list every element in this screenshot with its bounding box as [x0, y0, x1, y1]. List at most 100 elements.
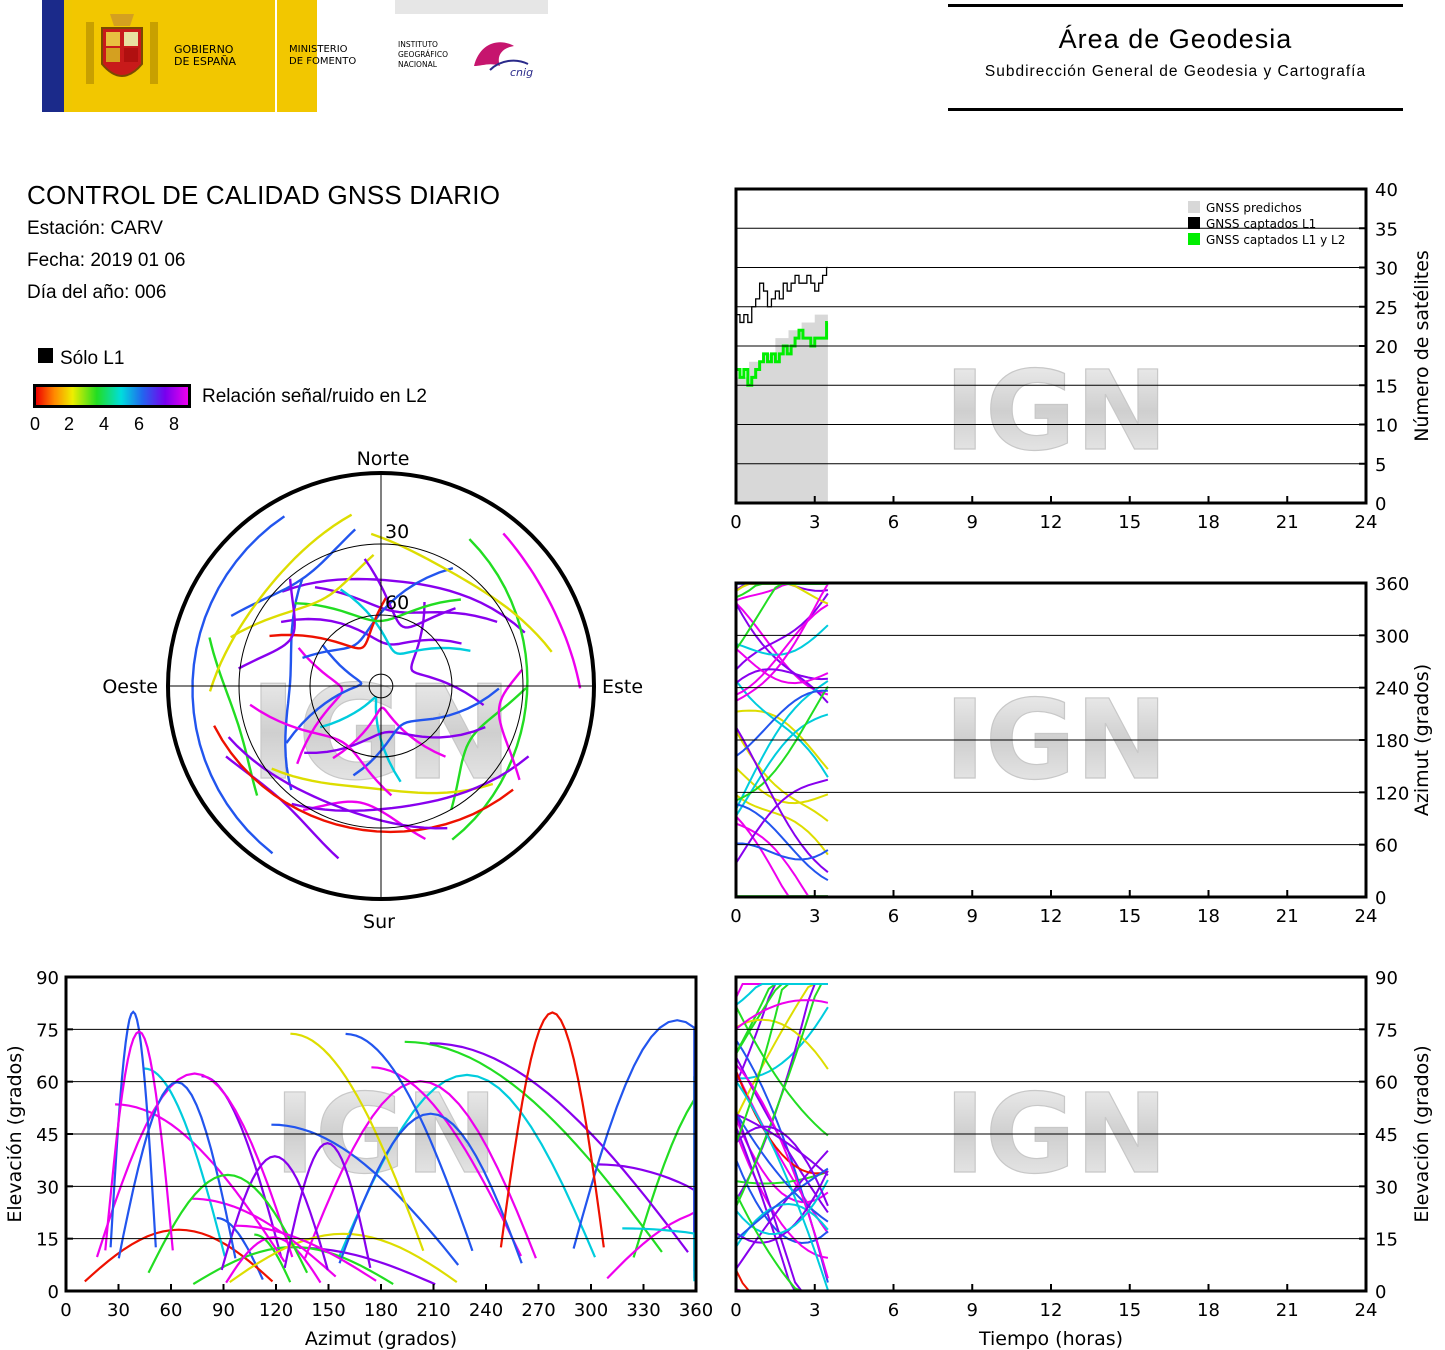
- elev-az-track: [622, 1227, 696, 1282]
- satellite_count-ytick-label: 10: [1375, 416, 1398, 437]
- skyplot-track: [249, 703, 393, 797]
- ign-line3: NACIONAL: [398, 60, 437, 69]
- elevation_azimuth-xtick-label: 60: [160, 1300, 183, 1321]
- elev-az-track: [499, 1011, 605, 1248]
- elev-time-track: [735, 983, 828, 1208]
- azimuth-track: [735, 582, 829, 605]
- azimuth-track: [735, 583, 829, 702]
- satellite_count-ytick-label: 15: [1375, 376, 1398, 397]
- elev-time-track: [735, 1080, 829, 1291]
- azimuth_time-xtick-label: 0: [730, 906, 741, 927]
- skyplot-track: [238, 578, 296, 670]
- skyplot-track: [280, 617, 462, 646]
- satellite_count-ylabel: Número de satélites: [1411, 250, 1433, 442]
- skyplot-track: [269, 597, 388, 650]
- elev-az-track: [271, 1123, 460, 1266]
- satellite_count-xtick-label: 21: [1276, 512, 1299, 533]
- station-label: Estación: CARV: [27, 218, 163, 239]
- azimuth_time-xtick-label: 9: [967, 906, 978, 927]
- elevation_time-ytick-label: 75: [1375, 1020, 1398, 1041]
- gov-line2: DE ESPAÑA: [174, 55, 237, 68]
- elevation_azimuth-xtick-label: 180: [364, 1300, 398, 1321]
- skyplot-track: [227, 736, 448, 830]
- azimuth_time-xtick-label: 6: [888, 906, 899, 927]
- azimuth-track: [735, 592, 829, 671]
- elevation_time-ytick-label: 60: [1375, 1073, 1398, 1094]
- azimuth_time-ytick-label: 360: [1375, 574, 1409, 595]
- satellite_count-xtick-label: 6: [888, 512, 899, 533]
- azimuth-track: [735, 582, 828, 651]
- azimuth_time-ytick-label: 0: [1375, 888, 1386, 909]
- legend-swatch: [1188, 201, 1200, 213]
- elevation_azimuth-ytick-label: 30: [36, 1177, 59, 1198]
- elevation_time-xtick-label: 6: [888, 1300, 899, 1321]
- elev-time-track: [735, 1112, 829, 1223]
- area-subtitle: Subdirección General de Geodesia y Carto…: [984, 63, 1367, 80]
- azimuth-track: [735, 647, 829, 685]
- satellite_count-xtick-label: 18: [1197, 512, 1220, 533]
- elevation_azimuth-xtick-label: 270: [521, 1300, 555, 1321]
- snr-tick-4: 4: [99, 414, 110, 434]
- elevation_azimuth-ytick-label: 45: [36, 1125, 59, 1146]
- header-top-rule: [948, 4, 1403, 7]
- elev-az-track: [220, 1155, 329, 1271]
- elev-az-track: [225, 1236, 322, 1284]
- elev-az-track: [345, 1032, 474, 1252]
- elevation_time-ytick-label: 15: [1375, 1230, 1398, 1251]
- legend-label: GNSS predichos: [1206, 201, 1302, 215]
- azimuth-track: [735, 778, 829, 864]
- azimuth-track: [736, 842, 829, 861]
- azimuth_time-ytick-label: 300: [1375, 626, 1409, 647]
- azimuth-track: [735, 679, 829, 778]
- elevation_time-xtick-label: 0: [730, 1300, 741, 1321]
- captured-l1-line: [736, 266, 828, 324]
- south-label: Sur: [363, 911, 395, 933]
- elev-az-track: [229, 1232, 458, 1284]
- elev-az-track: [117, 1081, 237, 1259]
- elev-time-track: [735, 1170, 829, 1244]
- north-label: Norte: [357, 448, 410, 470]
- skyplot-track: [281, 577, 526, 634]
- azimuth_time-ytick-label: 180: [1375, 731, 1409, 752]
- skyplot-track: [302, 566, 454, 660]
- skyplot-track: [208, 513, 353, 692]
- elevation_azimuth-ytick-label: 90: [36, 968, 59, 989]
- skyplot-track: [230, 554, 375, 639]
- eu-stars-icon: [64, 0, 72, 112]
- elev-az-track: [234, 1224, 377, 1282]
- azimuth_time-ytick-label: 120: [1375, 783, 1409, 804]
- snr-label: Relación señal/ruido en L2: [202, 386, 427, 407]
- gov-line1: GOBIERNO: [174, 43, 234, 56]
- elevation_time-xtick-label: 18: [1197, 1300, 1220, 1321]
- azimuth_time-xtick-label: 21: [1276, 906, 1299, 927]
- azimuth-track: [735, 803, 829, 882]
- skyplot-track: [285, 644, 363, 744]
- snr-tick-0: 0: [30, 414, 41, 434]
- elev-time-track: [735, 1170, 829, 1185]
- elev-time-track: [735, 983, 828, 1006]
- elevation_time-ytick-label: 30: [1375, 1177, 1398, 1198]
- ign-line2: GEOGRÁFICO: [398, 50, 448, 59]
- captured-l1-l2-line: [736, 320, 829, 387]
- elevation_azimuth-xtick-label: 120: [259, 1300, 293, 1321]
- satellite_count-ytick-label: 30: [1375, 259, 1398, 280]
- snr-tick-6: 6: [134, 414, 145, 434]
- only-l1-label: Sólo L1: [60, 348, 125, 369]
- skyplot-track: [451, 538, 529, 841]
- skyplot-track: [450, 687, 527, 811]
- elevation_azimuth-xtick-label: 90: [212, 1300, 235, 1321]
- area-title: Área de Geodesia: [1058, 24, 1293, 54]
- elev-time-track: [735, 1018, 829, 1070]
- elevation_time-ytick-label: 0: [1375, 1282, 1386, 1303]
- elev-az-track: [429, 1042, 689, 1253]
- elev-az-track: [104, 1030, 174, 1251]
- elevation_azimuth-ytick-label: 60: [36, 1073, 59, 1094]
- elevation_time-xtick-label: 12: [1040, 1300, 1063, 1321]
- elevation_time-xtick-label: 9: [967, 1300, 978, 1321]
- ign-line1: INSTITUTO: [398, 40, 438, 49]
- legend-swatch: [1188, 233, 1200, 245]
- government-logo: GOBIERNO DE ESPAÑA MINISTERIO DE FOMENTO…: [42, 0, 548, 112]
- day-of-year-label: Día del año: 006: [27, 282, 167, 303]
- elev-az-track: [283, 1142, 372, 1269]
- elev-az-track: [191, 1197, 337, 1278]
